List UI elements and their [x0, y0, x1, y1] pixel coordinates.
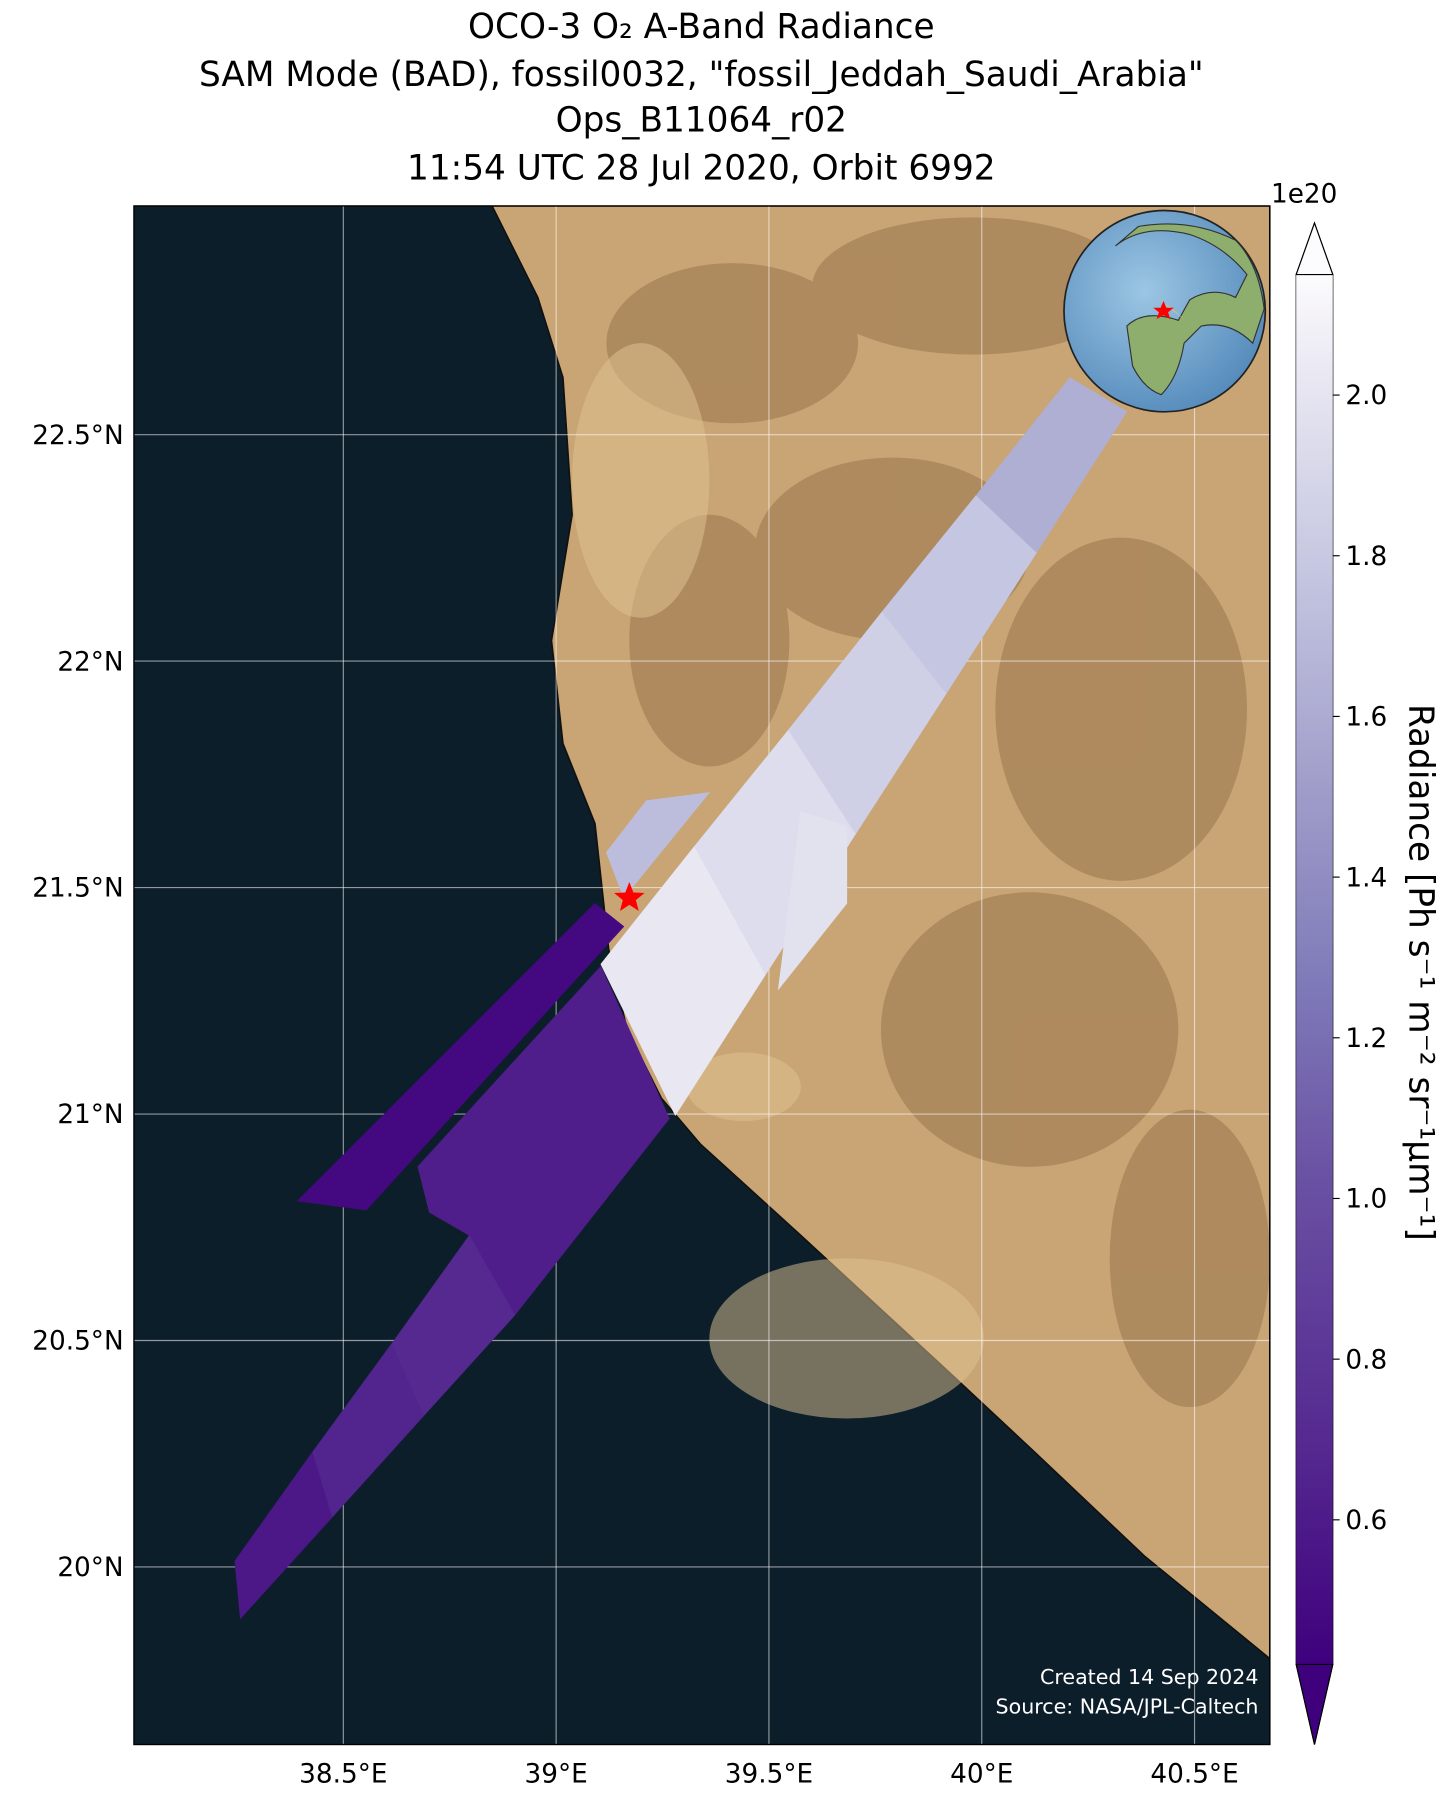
y-tick-label: 20.5°N — [32, 1327, 123, 1357]
footprint — [234, 1451, 333, 1620]
y-tick-label: 20°N — [57, 1553, 123, 1583]
colorbar-tick-label: 1.6 — [1345, 703, 1387, 733]
axes: 38.5°E 39°E 39.5°E 40°E 40.5°E 20°N 20.5°N 21°N… — [32, 421, 1238, 1789]
colorbar-tick-label: 1.0 — [1345, 1185, 1387, 1215]
y-tick-label: 21°N — [57, 1100, 123, 1130]
sand — [572, 343, 984, 1419]
colorbar: 1e20 Radiance [Ph s⁻¹ m⁻² sr⁻¹μm⁻¹] 0.6 0… — [1271, 179, 1440, 1745]
x-tick-label: 39°E — [525, 1759, 588, 1789]
footprint — [777, 811, 848, 991]
titles: OCO-3 O₂ A-Band Radiance SAM Mode (BAD),… — [199, 7, 1204, 189]
x-tick-label: 40.5°E — [1150, 1759, 1238, 1789]
y-tick-label: 22°N — [57, 647, 123, 677]
footnote: Source: NASA/JPL-Caltech — [996, 1695, 1259, 1719]
globe-inset — [1063, 209, 1267, 413]
y-tick-label: 21.5°N — [32, 874, 123, 904]
colorbar-label: Radiance [Ph s⁻¹ m⁻² sr⁻¹μm⁻¹] — [1400, 704, 1440, 1241]
colorbar-tick-label: 1.2 — [1345, 1024, 1387, 1054]
colorbar-tick-label: 2.0 — [1345, 381, 1387, 411]
colorbar-offset: 1e20 — [1271, 179, 1337, 209]
colorbar-tick-label: 1.4 — [1345, 863, 1387, 893]
title-line: OCO-3 O₂ A-Band Radiance — [468, 7, 935, 47]
title-line: SAM Mode (BAD), fossil0032, "fossil_Jedd… — [199, 55, 1204, 95]
title-line: Ops_B11064_r02 — [556, 101, 847, 141]
colorbar-extend-min — [1295, 1663, 1334, 1745]
colorbar-tick-label: 0.8 — [1345, 1345, 1387, 1375]
colorbar-fill — [1296, 274, 1333, 1665]
title-line: 11:54 UTC 28 Jul 2020, Orbit 6992 — [407, 149, 996, 189]
footnote: Created 14 Sep 2024 — [1040, 1665, 1258, 1689]
x-tick-label: 39.5°E — [725, 1759, 813, 1789]
footprint — [296, 903, 625, 1211]
terrain — [606, 217, 1270, 1408]
x-tick-label: 40°E — [950, 1759, 1013, 1789]
colorbar-tick-label: 1.8 — [1345, 542, 1387, 572]
target-marker — [614, 881, 645, 911]
y-tick-label: 22.5°N — [32, 421, 123, 451]
colorbar-tick-label: 0.6 — [1345, 1506, 1387, 1536]
x-tick-label: 38.5°E — [299, 1759, 387, 1789]
overlay: Created 14 Sep 2024 Source: NASA/JPL-Cal… — [133, 205, 1271, 1746]
map-frame — [133, 205, 1271, 1746]
footprint — [606, 792, 711, 899]
footprint — [975, 377, 1128, 553]
swath — [234, 377, 1128, 1620]
colorbar-extend-max — [1295, 221, 1334, 276]
